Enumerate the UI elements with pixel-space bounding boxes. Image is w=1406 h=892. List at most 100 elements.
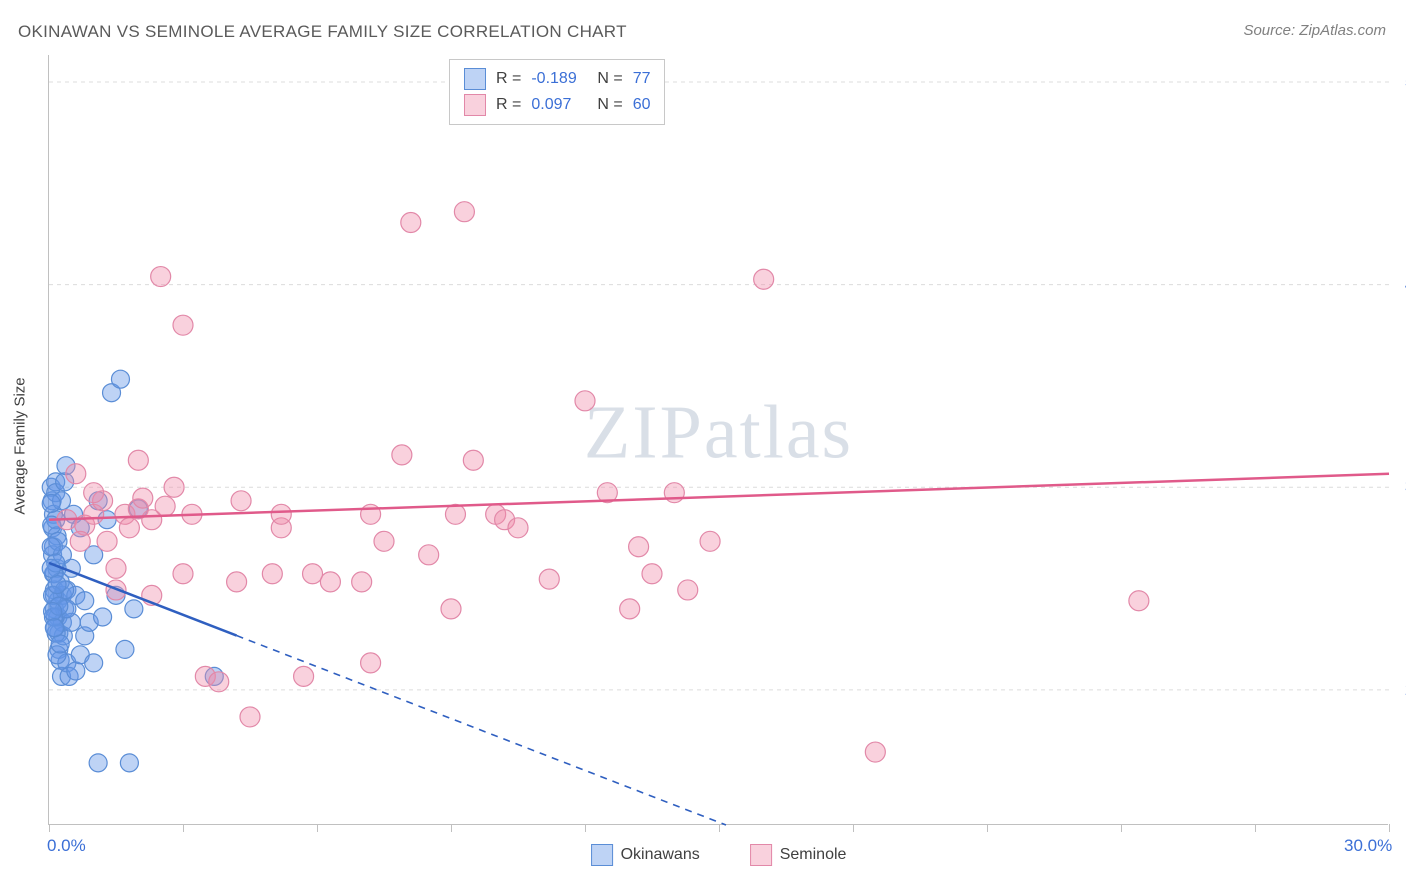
data-point [678, 580, 698, 600]
data-point [67, 662, 85, 680]
data-point [539, 569, 559, 589]
legend-series-label: Okinawans [621, 846, 700, 864]
data-point [401, 213, 421, 233]
data-point [419, 545, 439, 565]
data-point [575, 391, 595, 411]
data-point [173, 564, 193, 584]
legend-swatch [464, 94, 486, 116]
legend-correlation: R = -0.189 N = 77 R = 0.097 N = 60 [449, 59, 665, 125]
data-point [392, 445, 412, 465]
x-tick [987, 824, 988, 832]
y-tick-label: 4.25 [1398, 275, 1406, 295]
x-tick [853, 824, 854, 832]
data-point [303, 564, 323, 584]
data-point [463, 450, 483, 470]
x-tick-label: 30.0% [1344, 836, 1392, 856]
data-point [361, 653, 381, 673]
data-point [48, 576, 66, 594]
data-point [352, 572, 372, 592]
x-tick [49, 824, 50, 832]
data-point [42, 559, 60, 577]
legend-n-value: 60 [633, 96, 651, 114]
legend-correlation-row: R = -0.189 N = 77 [464, 66, 650, 92]
y-tick-label: 3.50 [1398, 477, 1406, 497]
legend-n-value: 77 [633, 70, 651, 88]
data-point [119, 518, 139, 538]
legend-swatch [750, 844, 772, 866]
data-point [262, 564, 282, 584]
x-tick-label: 0.0% [47, 836, 86, 856]
legend-correlation-row: R = 0.097 N = 60 [464, 92, 650, 118]
data-point [151, 267, 171, 287]
data-point [209, 672, 229, 692]
x-tick [719, 824, 720, 832]
data-point [133, 488, 153, 508]
y-axis-title: Average Family Size [12, 377, 29, 514]
legend-r-label: R = [496, 70, 521, 88]
y-tick-label: 2.75 [1398, 680, 1406, 700]
data-point [89, 754, 107, 772]
data-point [76, 592, 94, 610]
y-tick-label: 5.00 [1398, 72, 1406, 92]
data-point [629, 537, 649, 557]
data-point [620, 599, 640, 619]
legend-n-label: N = [597, 96, 622, 114]
legend-n-label: N = [597, 70, 622, 88]
legend-swatch [591, 844, 613, 866]
data-point [51, 635, 69, 653]
data-point [42, 494, 60, 512]
data-point [66, 464, 86, 484]
data-point [45, 619, 63, 637]
data-point [164, 477, 184, 497]
data-point [320, 572, 340, 592]
data-point [85, 654, 103, 672]
data-point [374, 531, 394, 551]
legend-r-label: R = [496, 96, 521, 114]
chart-title: OKINAWAN VS SEMINOLE AVERAGE FAMILY SIZE… [18, 22, 627, 42]
data-point [42, 538, 60, 556]
data-point [240, 707, 260, 727]
data-point [111, 370, 129, 388]
x-tick [1121, 824, 1122, 832]
x-tick [1389, 824, 1390, 832]
data-point [865, 742, 885, 762]
data-point [84, 483, 104, 503]
data-point [508, 518, 528, 538]
legend-series-item: Okinawans [591, 844, 700, 866]
x-tick [317, 824, 318, 832]
x-tick [1255, 824, 1256, 832]
x-tick [585, 824, 586, 832]
legend-series: Okinawans Seminole [591, 844, 847, 866]
data-point [116, 640, 134, 658]
data-point [227, 572, 247, 592]
legend-series-label: Seminole [780, 846, 847, 864]
legend-series-item: Seminole [750, 844, 847, 866]
data-point [97, 531, 117, 551]
trend-line-extrapolated [237, 636, 726, 825]
data-point [754, 269, 774, 289]
data-point [642, 564, 662, 584]
plot-area: ZIPatlas R =-0.189N =77R =0.097N =60 Oki… [48, 55, 1388, 825]
data-point [445, 504, 465, 524]
legend-swatch [464, 68, 486, 90]
plot-svg [49, 55, 1388, 824]
data-point [44, 603, 62, 621]
legend-r-value: -0.189 [531, 70, 587, 88]
data-point [120, 754, 138, 772]
data-point [70, 531, 90, 551]
data-point [700, 531, 720, 551]
data-point [128, 450, 148, 470]
data-point [173, 315, 193, 335]
source-credit: Source: ZipAtlas.com [1243, 22, 1386, 39]
data-point [1129, 591, 1149, 611]
data-point [106, 558, 126, 578]
legend-r-value: 0.097 [531, 96, 587, 114]
data-point [454, 202, 474, 222]
x-tick [183, 824, 184, 832]
data-point [125, 600, 143, 618]
data-point [441, 599, 461, 619]
x-tick [451, 824, 452, 832]
data-point [155, 496, 175, 516]
data-point [94, 608, 112, 626]
chart-container: OKINAWAN VS SEMINOLE AVERAGE FAMILY SIZE… [0, 0, 1406, 892]
